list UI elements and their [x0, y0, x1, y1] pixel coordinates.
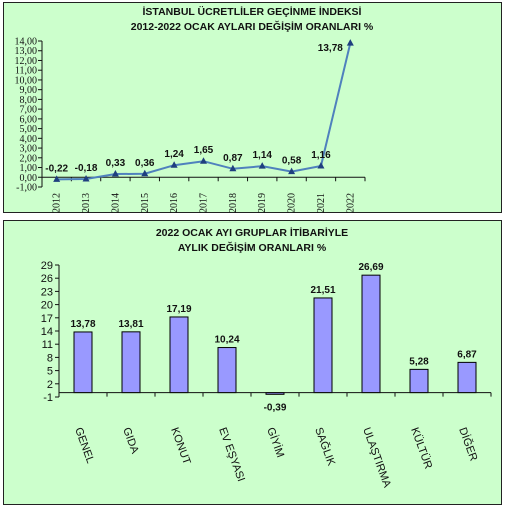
bar — [217, 347, 237, 394]
bottom-chart-panel: 2022 OCAK AYI GRUPLAR İTİBARİYLE AYLIK D… — [3, 220, 502, 505]
data-label: -0,22 — [45, 163, 68, 174]
bar-chart: 2022 OCAK AYI GRUPLAR İTİBARİYLE AYLIK D… — [41, 226, 492, 490]
data-label: -0,18 — [75, 163, 98, 174]
y-tick-label: 12,00 — [15, 56, 38, 67]
y-tick-label: -1,00 — [16, 183, 37, 194]
data-label: 0,87 — [223, 153, 243, 164]
x-tick-label: 2022 — [345, 193, 356, 213]
x-tick-label: 2014 — [110, 193, 121, 213]
y-tick-label: 14,00 — [15, 37, 38, 48]
data-label: 0,58 — [282, 156, 302, 167]
data-label: 0,36 — [135, 158, 155, 169]
y-tick-label: 1,00 — [20, 163, 38, 174]
x-tick-label: 2020 — [287, 193, 298, 213]
line-chart: İSTANBUL ÜCRETLİLER GEÇİNME İNDEKSİ 2012… — [15, 5, 374, 213]
bar — [457, 361, 477, 394]
data-point — [317, 161, 325, 169]
bar — [361, 274, 381, 394]
bar — [409, 368, 429, 394]
bar — [313, 297, 333, 394]
y-tick-label: 4,00 — [20, 134, 38, 145]
data-point — [346, 39, 354, 46]
x-tick-label: 2019 — [257, 193, 268, 213]
y-tick-label: 23 — [41, 286, 53, 298]
x-tick-label: EV EŞYASI — [216, 426, 247, 483]
data-label: 1,14 — [252, 150, 272, 161]
y-tick-label: 2 — [47, 379, 53, 391]
data-point — [258, 162, 266, 169]
y-tick-label: 10,00 — [15, 75, 38, 86]
data-label: 1,16 — [311, 150, 331, 161]
y-tick-label: 0,00 — [20, 173, 38, 184]
y-tick-label: 3,00 — [20, 144, 38, 155]
y-tick-label: 5,00 — [20, 124, 38, 135]
data-label: 5,28 — [409, 356, 429, 367]
y-tick-label: 26 — [41, 273, 53, 285]
x-tick-label: 2017 — [199, 193, 210, 213]
y-tick-label: 29 — [41, 260, 53, 272]
chart-title: İSTANBUL ÜCRETLİLER GEÇİNME İNDEKSİ — [143, 5, 362, 18]
data-point — [53, 175, 61, 182]
top-chart-panel: İSTANBUL ÜCRETLİLER GEÇİNME İNDEKSİ 2012… — [3, 2, 502, 213]
x-tick-label: 2013 — [81, 193, 92, 213]
chart-subtitle: AYLIK DEĞİŞİM ORANLARI % — [178, 241, 327, 254]
x-tick-label: 2015 — [140, 193, 151, 213]
data-label: 6,87 — [457, 349, 477, 360]
x-tick-label: KONUT — [168, 426, 193, 467]
y-tick-label: 8,00 — [20, 95, 38, 106]
y-tick-label: 9,00 — [20, 85, 38, 96]
x-tick-label: 2016 — [169, 193, 180, 213]
data-label: 13,81 — [118, 319, 143, 330]
data-label: 17,19 — [166, 304, 191, 315]
data-point — [200, 157, 207, 164]
x-tick-label: 2021 — [316, 193, 327, 213]
bar — [73, 331, 93, 394]
y-tick-label: 7,00 — [20, 105, 38, 116]
y-tick-label: -1 — [43, 392, 53, 404]
chart-subtitle: 2012-2022 OCAK AYLARI DEĞİŞİM ORANLARI % — [131, 20, 374, 33]
data-label: 1,65 — [194, 145, 214, 156]
data-label: 21,51 — [310, 285, 335, 296]
x-tick-label: GIDA — [120, 426, 141, 456]
y-tick-label: 17 — [41, 313, 53, 325]
data-label: 0,33 — [106, 158, 126, 169]
y-tick-label: 5 — [47, 366, 53, 378]
data-point — [288, 167, 296, 175]
x-tick-label: SAĞLIK — [312, 426, 338, 468]
data-point — [82, 175, 90, 182]
data-label: 1,24 — [164, 149, 184, 160]
x-tick-label: 2012 — [52, 193, 63, 213]
y-tick-label: 6,00 — [20, 114, 38, 125]
y-tick-label: 20 — [41, 300, 53, 312]
data-point — [229, 164, 237, 172]
data-label: 13,78 — [70, 319, 95, 330]
data-label: 26,69 — [358, 262, 383, 273]
y-tick-label: 11,00 — [15, 66, 37, 77]
y-tick-label: 2,00 — [20, 153, 38, 164]
x-tick-label: ULAŞTIRMA — [360, 426, 393, 490]
chart-title: 2022 OCAK AYI GRUPLAR İTİBARİYLE — [156, 226, 348, 239]
bar — [169, 316, 189, 394]
x-tick-label: 2018 — [228, 193, 239, 213]
data-label: 10,24 — [214, 335, 239, 346]
y-tick-label: 13,00 — [15, 46, 38, 57]
bar — [121, 331, 141, 394]
x-tick-label: KÜLTÜR — [408, 426, 434, 471]
y-tick-label: 11 — [42, 339, 53, 351]
data-point — [170, 161, 178, 168]
y-tick-label: 14 — [41, 326, 53, 338]
data-point — [141, 169, 149, 177]
x-tick-label: GİYİM — [264, 426, 287, 460]
data-label: -0,39 — [264, 403, 287, 414]
x-tick-label: GENEL — [72, 426, 96, 465]
y-tick-label: 8 — [47, 352, 53, 364]
x-tick-label: DİĞER — [456, 426, 480, 463]
data-label: 13,78 — [318, 43, 343, 54]
data-point — [111, 170, 119, 177]
